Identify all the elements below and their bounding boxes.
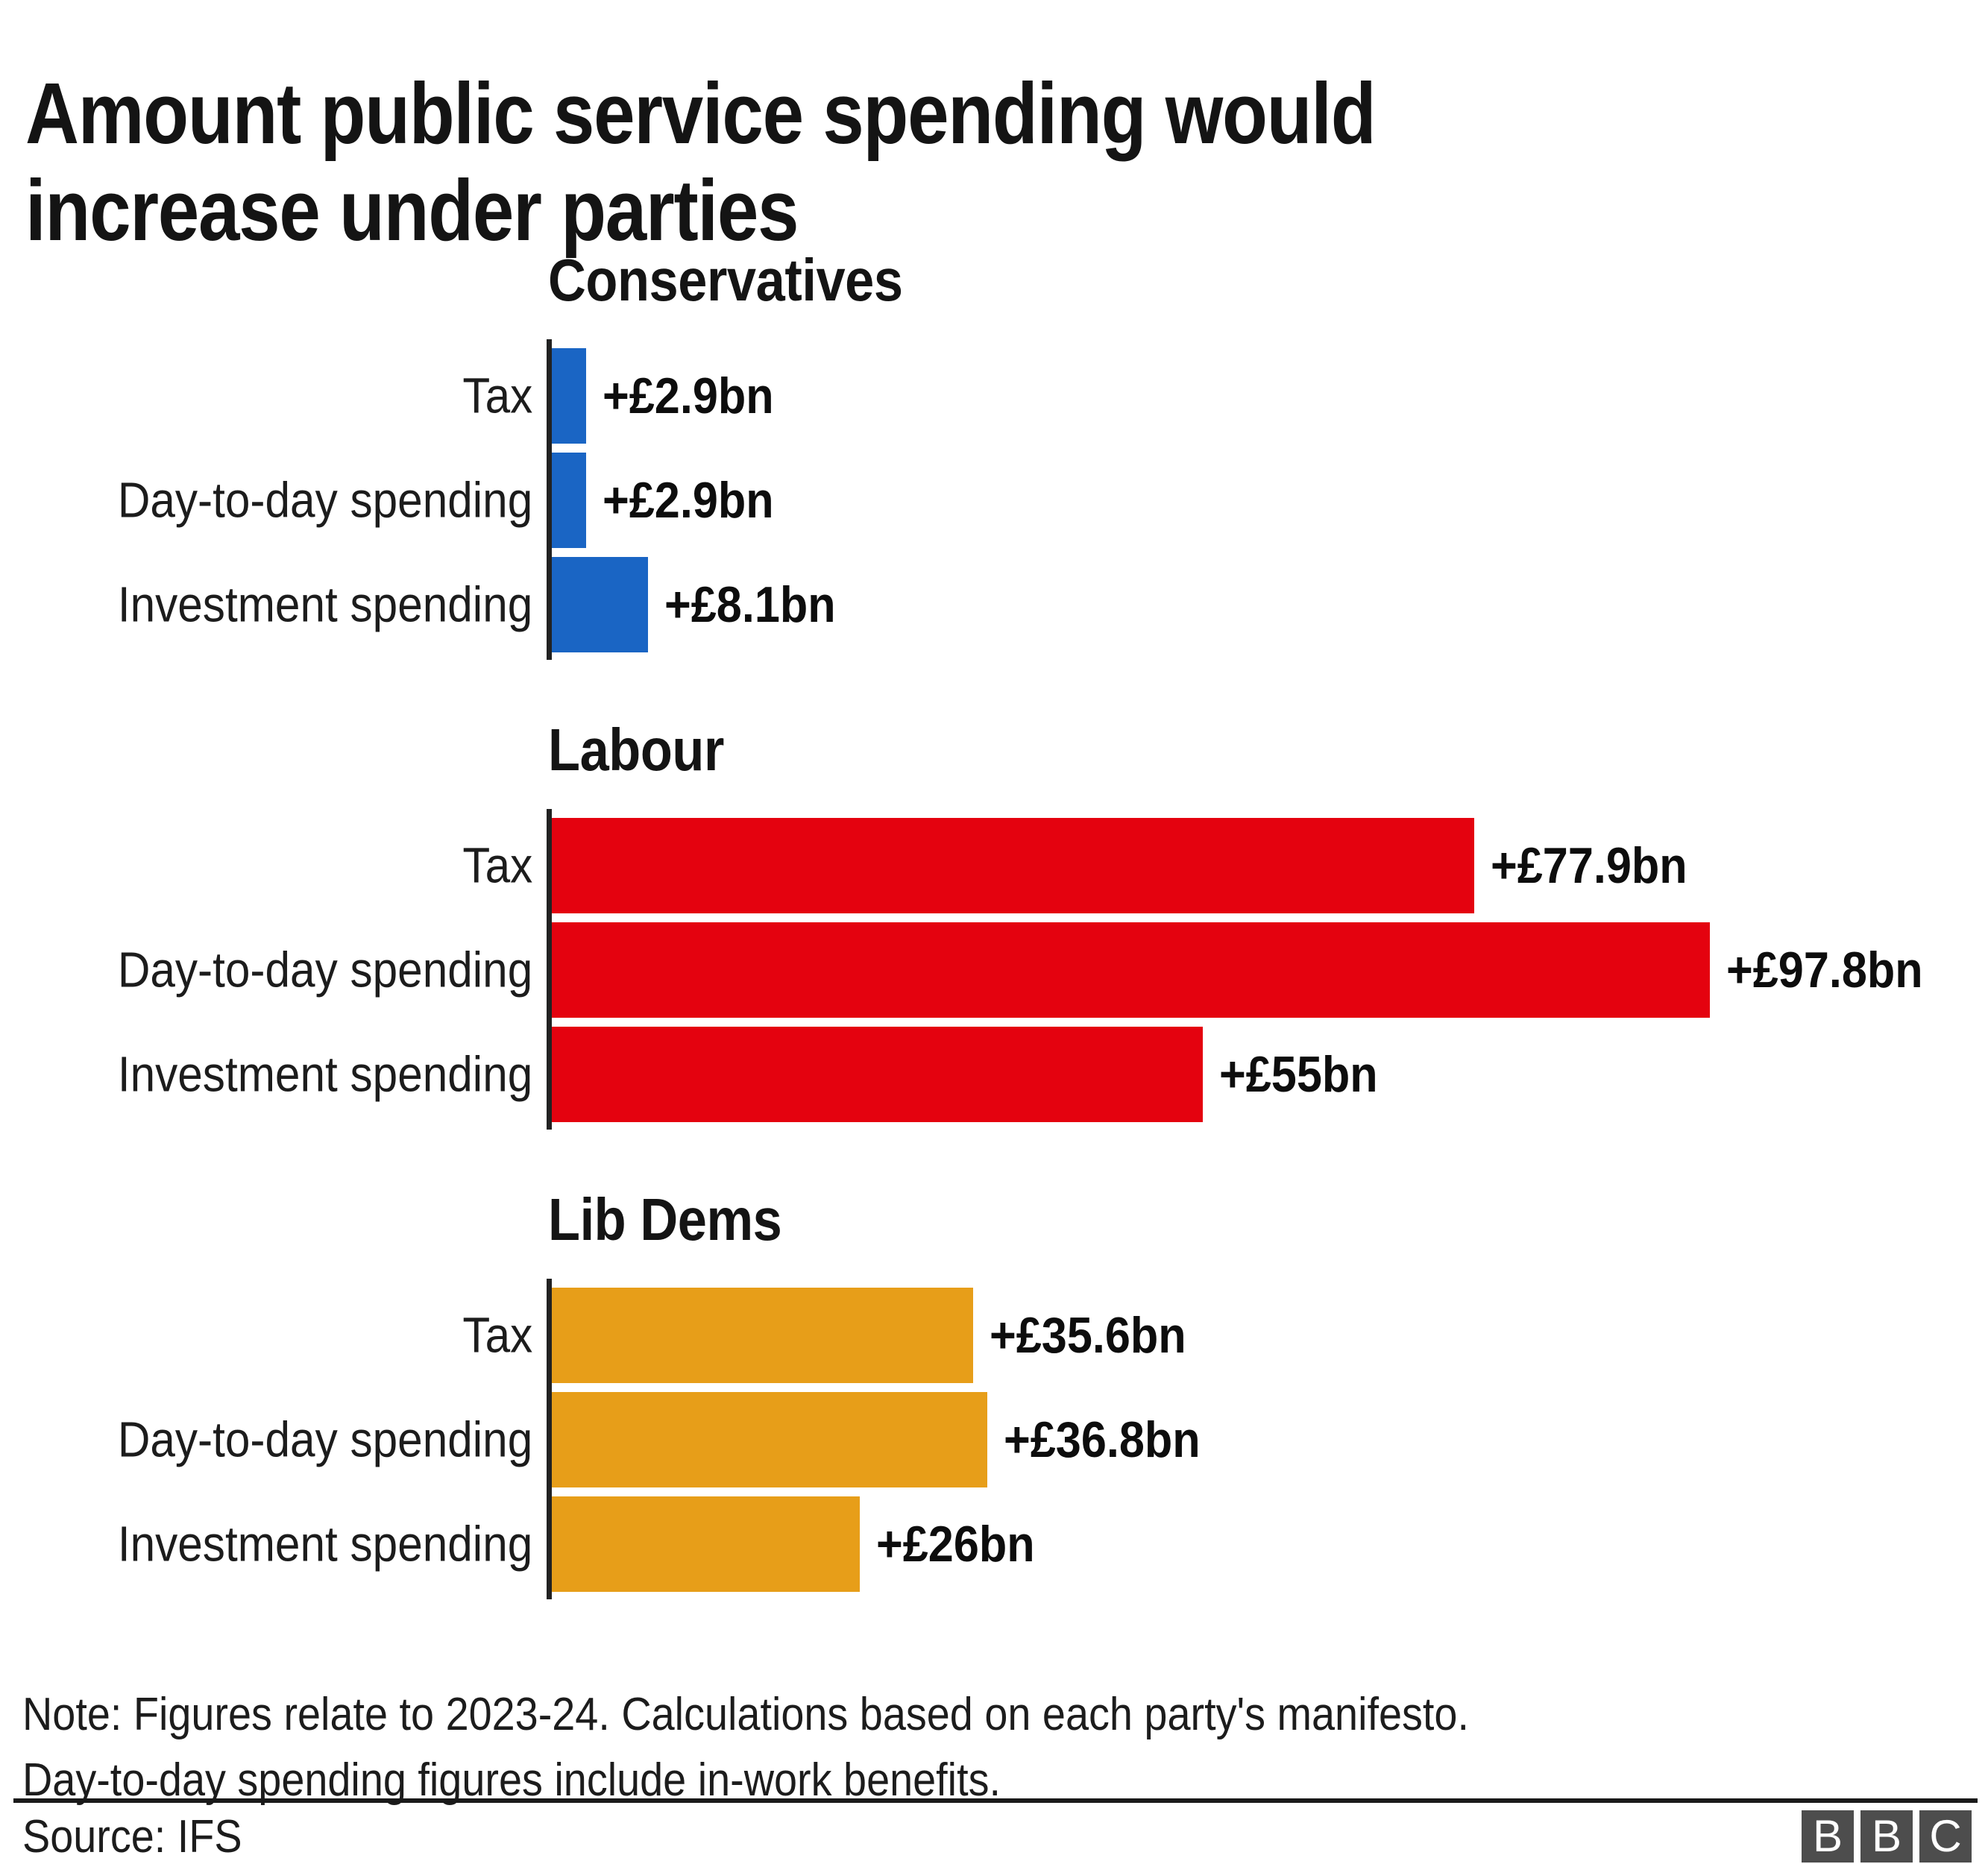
party-panel-conservatives: Conservatives Tax +£2.9bn Day-to-day spe…: [0, 246, 1988, 671]
bar-conservatives-investment-spending: [552, 557, 648, 652]
value-axis-labour: [547, 809, 552, 1130]
bbc-logo-letter-1: B: [1802, 1810, 1854, 1863]
party-heading-conservatives: Conservatives: [548, 247, 903, 313]
value-axis-lib-dems: [547, 1279, 552, 1599]
value-axis-conservatives: [547, 339, 552, 660]
bar-conservatives-tax: [552, 348, 587, 444]
bar-labour-investment-spending: [552, 1027, 1204, 1122]
source-label: Source: IFS: [22, 1811, 242, 1863]
chart-note-line-2: Day-to-day spending figures include in-w…: [22, 1754, 1001, 1807]
bar-value-lib-dems-investment-spending: +£26bn: [875, 1516, 1035, 1572]
bar-row: Day-to-day spending +£36.8bn: [0, 1392, 1988, 1487]
bar-value-labour-tax: +£77.9bn: [1491, 837, 1687, 894]
bar-row: Investment spending +£8.1bn: [0, 557, 1988, 652]
bar-lib-dems-day-to-day-spending: [552, 1392, 988, 1487]
category-label-tax: Tax: [462, 368, 532, 424]
category-label-day-to-day-spending: Day-to-day spending: [117, 1411, 532, 1468]
bar-row: Tax +£77.9bn: [0, 818, 1988, 913]
page-title: Amount public service spending would inc…: [25, 64, 1377, 259]
bar-value-conservatives-tax: +£2.9bn: [603, 368, 774, 424]
category-label-investment-spending: Investment spending: [117, 1516, 532, 1572]
category-label-investment-spending: Investment spending: [117, 1046, 532, 1103]
bbc-logo-letter-3: C: [1919, 1810, 1972, 1863]
party-heading-lib-dems: Lib Dems: [548, 1186, 782, 1253]
bar-labour-day-to-day-spending: [552, 922, 1711, 1018]
bar-value-labour-investment-spending: +£55bn: [1219, 1046, 1379, 1103]
footer-divider: [13, 1798, 1978, 1803]
bar-value-labour-day-to-day-spending: +£97.8bn: [1726, 942, 1923, 998]
bar-row: Investment spending +£26bn: [0, 1496, 1988, 1592]
bar-lib-dems-tax: [552, 1288, 974, 1383]
party-heading-labour: Labour: [548, 717, 724, 783]
plot-area-labour: Tax +£77.9bn Day-to-day spending +£97.8b…: [0, 809, 1988, 1130]
plot-area-conservatives: Tax +£2.9bn Day-to-day spending +£2.9bn …: [0, 339, 1988, 660]
category-label-tax: Tax: [462, 837, 532, 894]
bar-labour-tax: [552, 818, 1475, 913]
bar-lib-dems-investment-spending: [552, 1496, 860, 1592]
party-panel-labour: Labour Tax +£77.9bn Day-to-day spending …: [0, 716, 1988, 1141]
category-label-investment-spending: Investment spending: [117, 576, 532, 633]
chart-note-line-1: Note: Figures relate to 2023-24. Calcula…: [22, 1689, 1469, 1740]
party-panel-lib-dems: Lib Dems Tax +£35.6bn Day-to-day spendin…: [0, 1186, 1988, 1610]
bbc-logo-letter-2: B: [1860, 1810, 1913, 1863]
bar-row: Day-to-day spending +£97.8bn: [0, 922, 1988, 1018]
chart-note: Note: Figures relate to 2023-24. Calcula…: [22, 1682, 1700, 1813]
bar-value-lib-dems-tax: +£35.6bn: [990, 1307, 1186, 1364]
bar-value-conservatives-investment-spending: +£8.1bn: [664, 576, 836, 633]
bar-row: Tax +£2.9bn: [0, 348, 1988, 444]
bar-row: Tax +£35.6bn: [0, 1288, 1988, 1383]
bar-row: Investment spending +£55bn: [0, 1027, 1988, 1122]
plot-area-lib-dems: Tax +£35.6bn Day-to-day spending +£36.8b…: [0, 1279, 1988, 1599]
bar-value-conservatives-day-to-day-spending: +£2.9bn: [603, 472, 774, 529]
bbc-logo: B B C: [1802, 1810, 1972, 1863]
category-label-day-to-day-spending: Day-to-day spending: [117, 942, 532, 998]
bar-conservatives-day-to-day-spending: [552, 453, 587, 548]
category-label-tax: Tax: [462, 1307, 532, 1364]
bar-row: Day-to-day spending +£2.9bn: [0, 453, 1988, 548]
bar-value-lib-dems-day-to-day-spending: +£36.8bn: [1004, 1411, 1201, 1468]
category-label-day-to-day-spending: Day-to-day spending: [117, 472, 532, 529]
